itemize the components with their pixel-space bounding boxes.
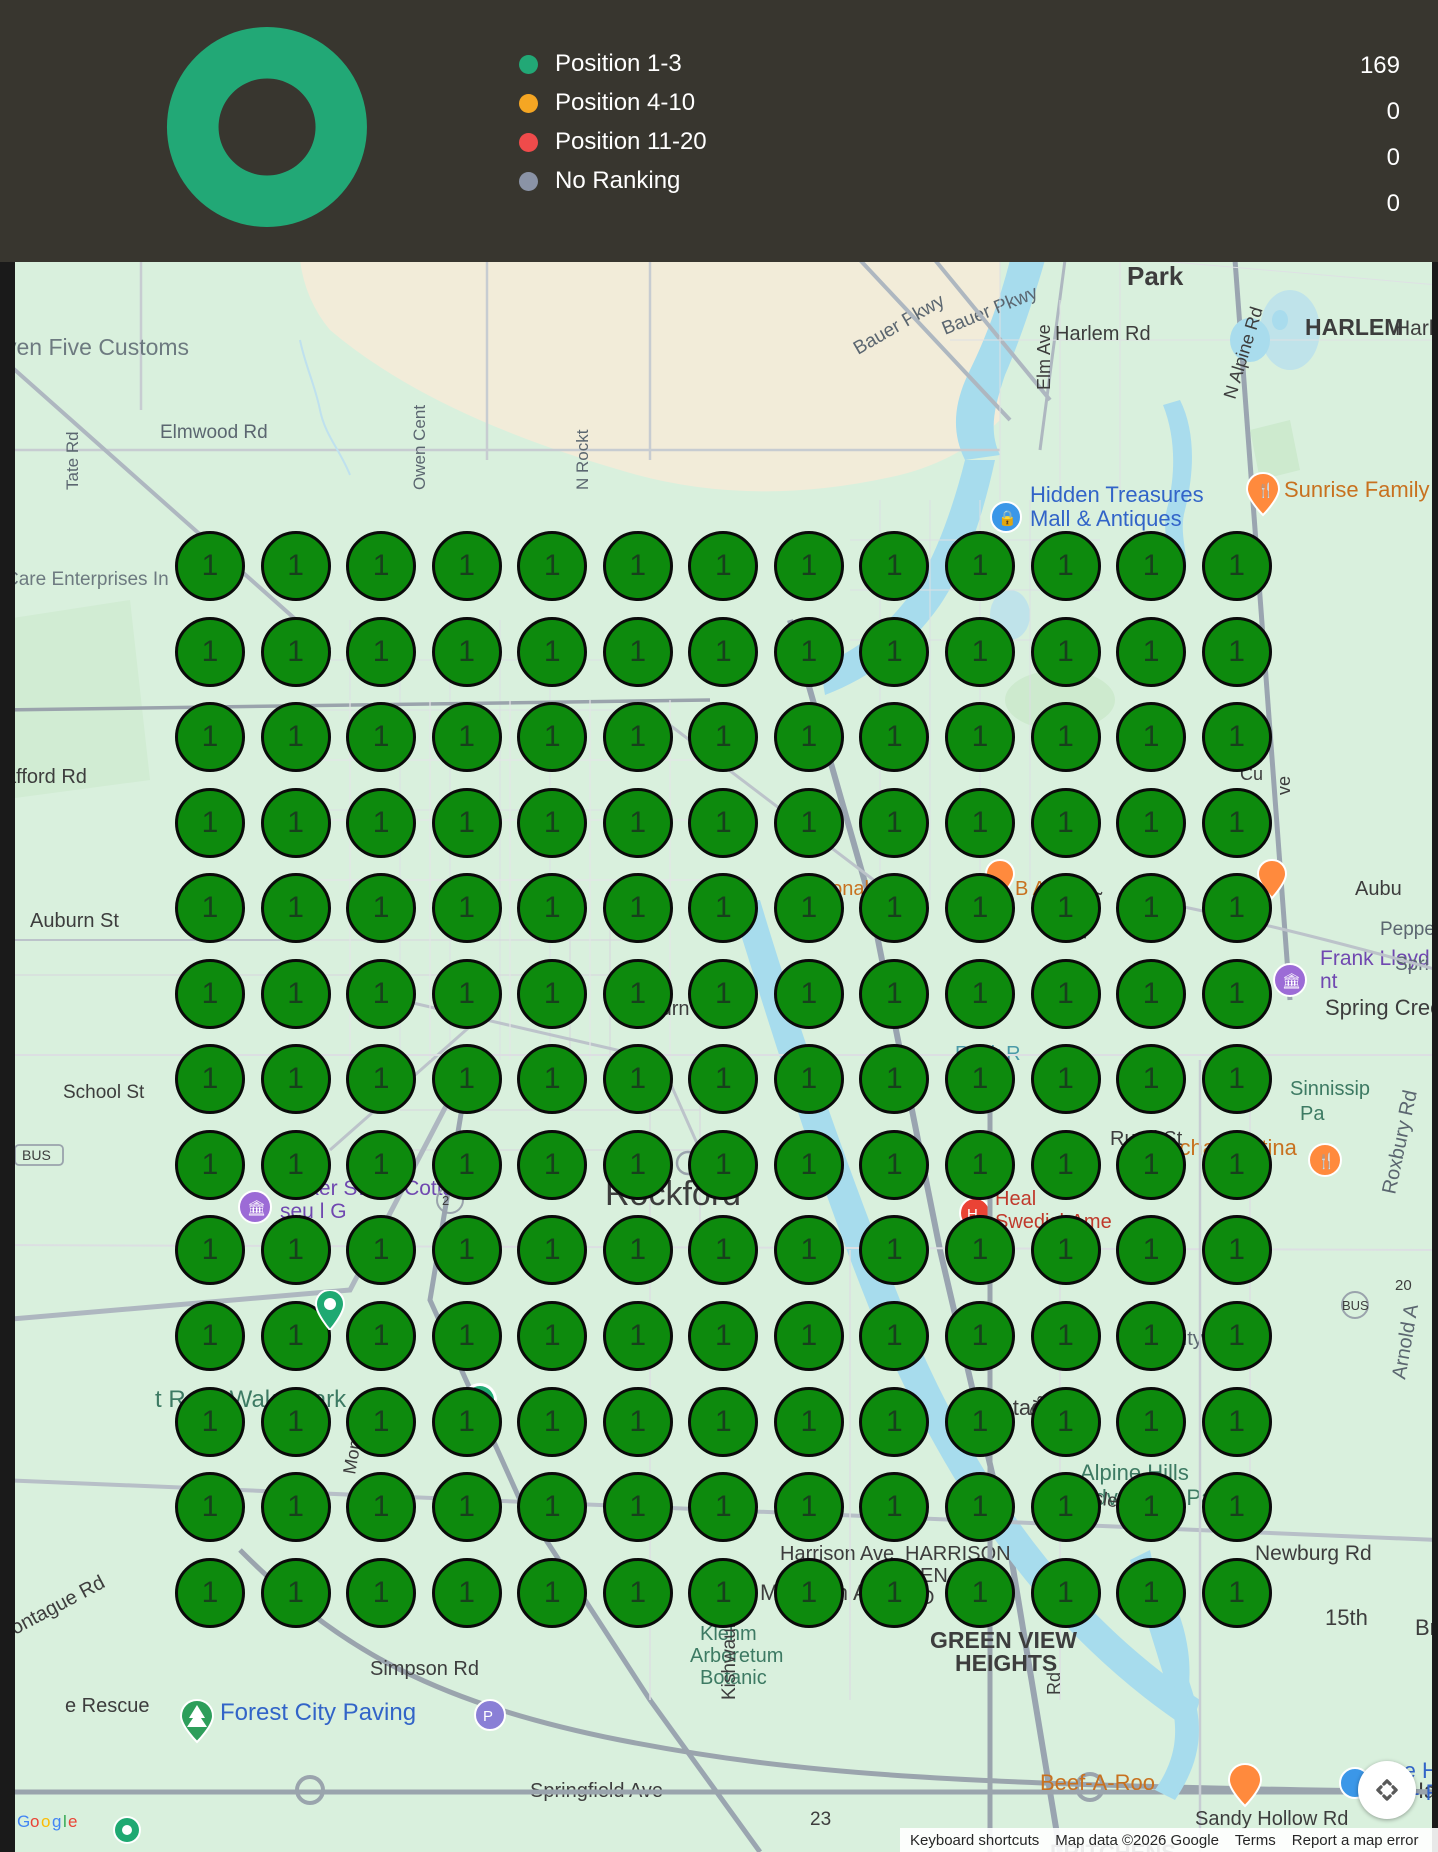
svg-text:Elmwood Rd: Elmwood Rd bbox=[160, 422, 268, 443]
svg-text:Harlem Rd: Harlem Rd bbox=[1055, 323, 1151, 345]
svg-text:🏛: 🏛 bbox=[1282, 973, 1301, 990]
svg-text:20: 20 bbox=[1395, 1277, 1412, 1294]
svg-text:Newburg Rd: Newburg Rd bbox=[1255, 1542, 1372, 1565]
svg-text:Elm Ave: Elm Ave bbox=[1034, 324, 1054, 390]
svg-text:N Rockt: N Rockt bbox=[573, 429, 592, 490]
svg-text:o: o bbox=[30, 1812, 39, 1831]
svg-text:Auburn St: Auburn St bbox=[30, 910, 119, 932]
svg-text:Forest City Paving: Forest City Paving bbox=[220, 1699, 416, 1726]
svg-text:l: l bbox=[63, 1812, 67, 1831]
svg-text:Tate Rd: Tate Rd bbox=[63, 431, 82, 490]
svg-text:afford Rd: afford Rd bbox=[5, 766, 87, 788]
svg-text:Spring Creek Rd: Spring Creek Rd bbox=[1325, 995, 1438, 1020]
svg-text:e Rescue: e Rescue bbox=[65, 1695, 150, 1717]
svg-text:o: o bbox=[41, 1812, 50, 1831]
svg-text:HARLEM: HARLEM bbox=[1305, 314, 1403, 340]
svg-text:BUS: BUS bbox=[1342, 1298, 1369, 1313]
svg-text:Simpson Rd: Simpson Rd bbox=[370, 1658, 479, 1680]
svg-text:School St: School St bbox=[63, 1082, 145, 1103]
svg-text:🍴: 🍴 bbox=[1257, 482, 1274, 499]
svg-text:nt: nt bbox=[1320, 970, 1338, 993]
svg-text:Sandy Hollow Rd: Sandy Hollow Rd bbox=[1195, 1808, 1348, 1830]
svg-text:Care Enterprises In: Care Enterprises In bbox=[5, 569, 169, 590]
svg-text:Mall & Antiques: Mall & Antiques bbox=[1030, 506, 1182, 531]
svg-text:2: 2 bbox=[442, 1193, 449, 1208]
svg-text:Owen Cent: Owen Cent bbox=[410, 405, 429, 490]
svg-text:HEIGHTS: HEIGHTS bbox=[955, 1650, 1057, 1676]
svg-text:Park: Park bbox=[1127, 261, 1184, 291]
svg-text:Rd: Rd bbox=[1044, 1672, 1064, 1695]
svg-text:e: e bbox=[68, 1812, 77, 1831]
svg-text:15th: 15th bbox=[1325, 1605, 1368, 1630]
svg-text:G: G bbox=[17, 1812, 30, 1831]
svg-text:g: g bbox=[52, 1812, 61, 1831]
svg-text:ven Five Customs: ven Five Customs bbox=[5, 334, 189, 360]
svg-text:ve: ve bbox=[1274, 776, 1294, 795]
svg-text:🏛: 🏛 bbox=[247, 1200, 266, 1217]
svg-text:Sinnissip: Sinnissip bbox=[1290, 1078, 1370, 1100]
svg-text:Pepper D: Pepper D bbox=[1380, 919, 1438, 940]
svg-text:BUS: BUS bbox=[22, 1147, 51, 1163]
svg-text:23: 23 bbox=[810, 1809, 831, 1830]
svg-text:Aubu: Aubu bbox=[1355, 878, 1402, 900]
svg-text:P: P bbox=[483, 1708, 493, 1725]
svg-text:Sunrise Family: Sunrise Family bbox=[1284, 477, 1429, 502]
svg-text:Hidden Treasures: Hidden Treasures bbox=[1030, 482, 1204, 507]
svg-text:Pa: Pa bbox=[1300, 1103, 1325, 1125]
svg-text:🍴: 🍴 bbox=[1317, 1152, 1336, 1170]
svg-text:Beef-A-Roo: Beef-A-Roo bbox=[1040, 1770, 1155, 1795]
svg-text:🔒: 🔒 bbox=[998, 510, 1017, 527]
